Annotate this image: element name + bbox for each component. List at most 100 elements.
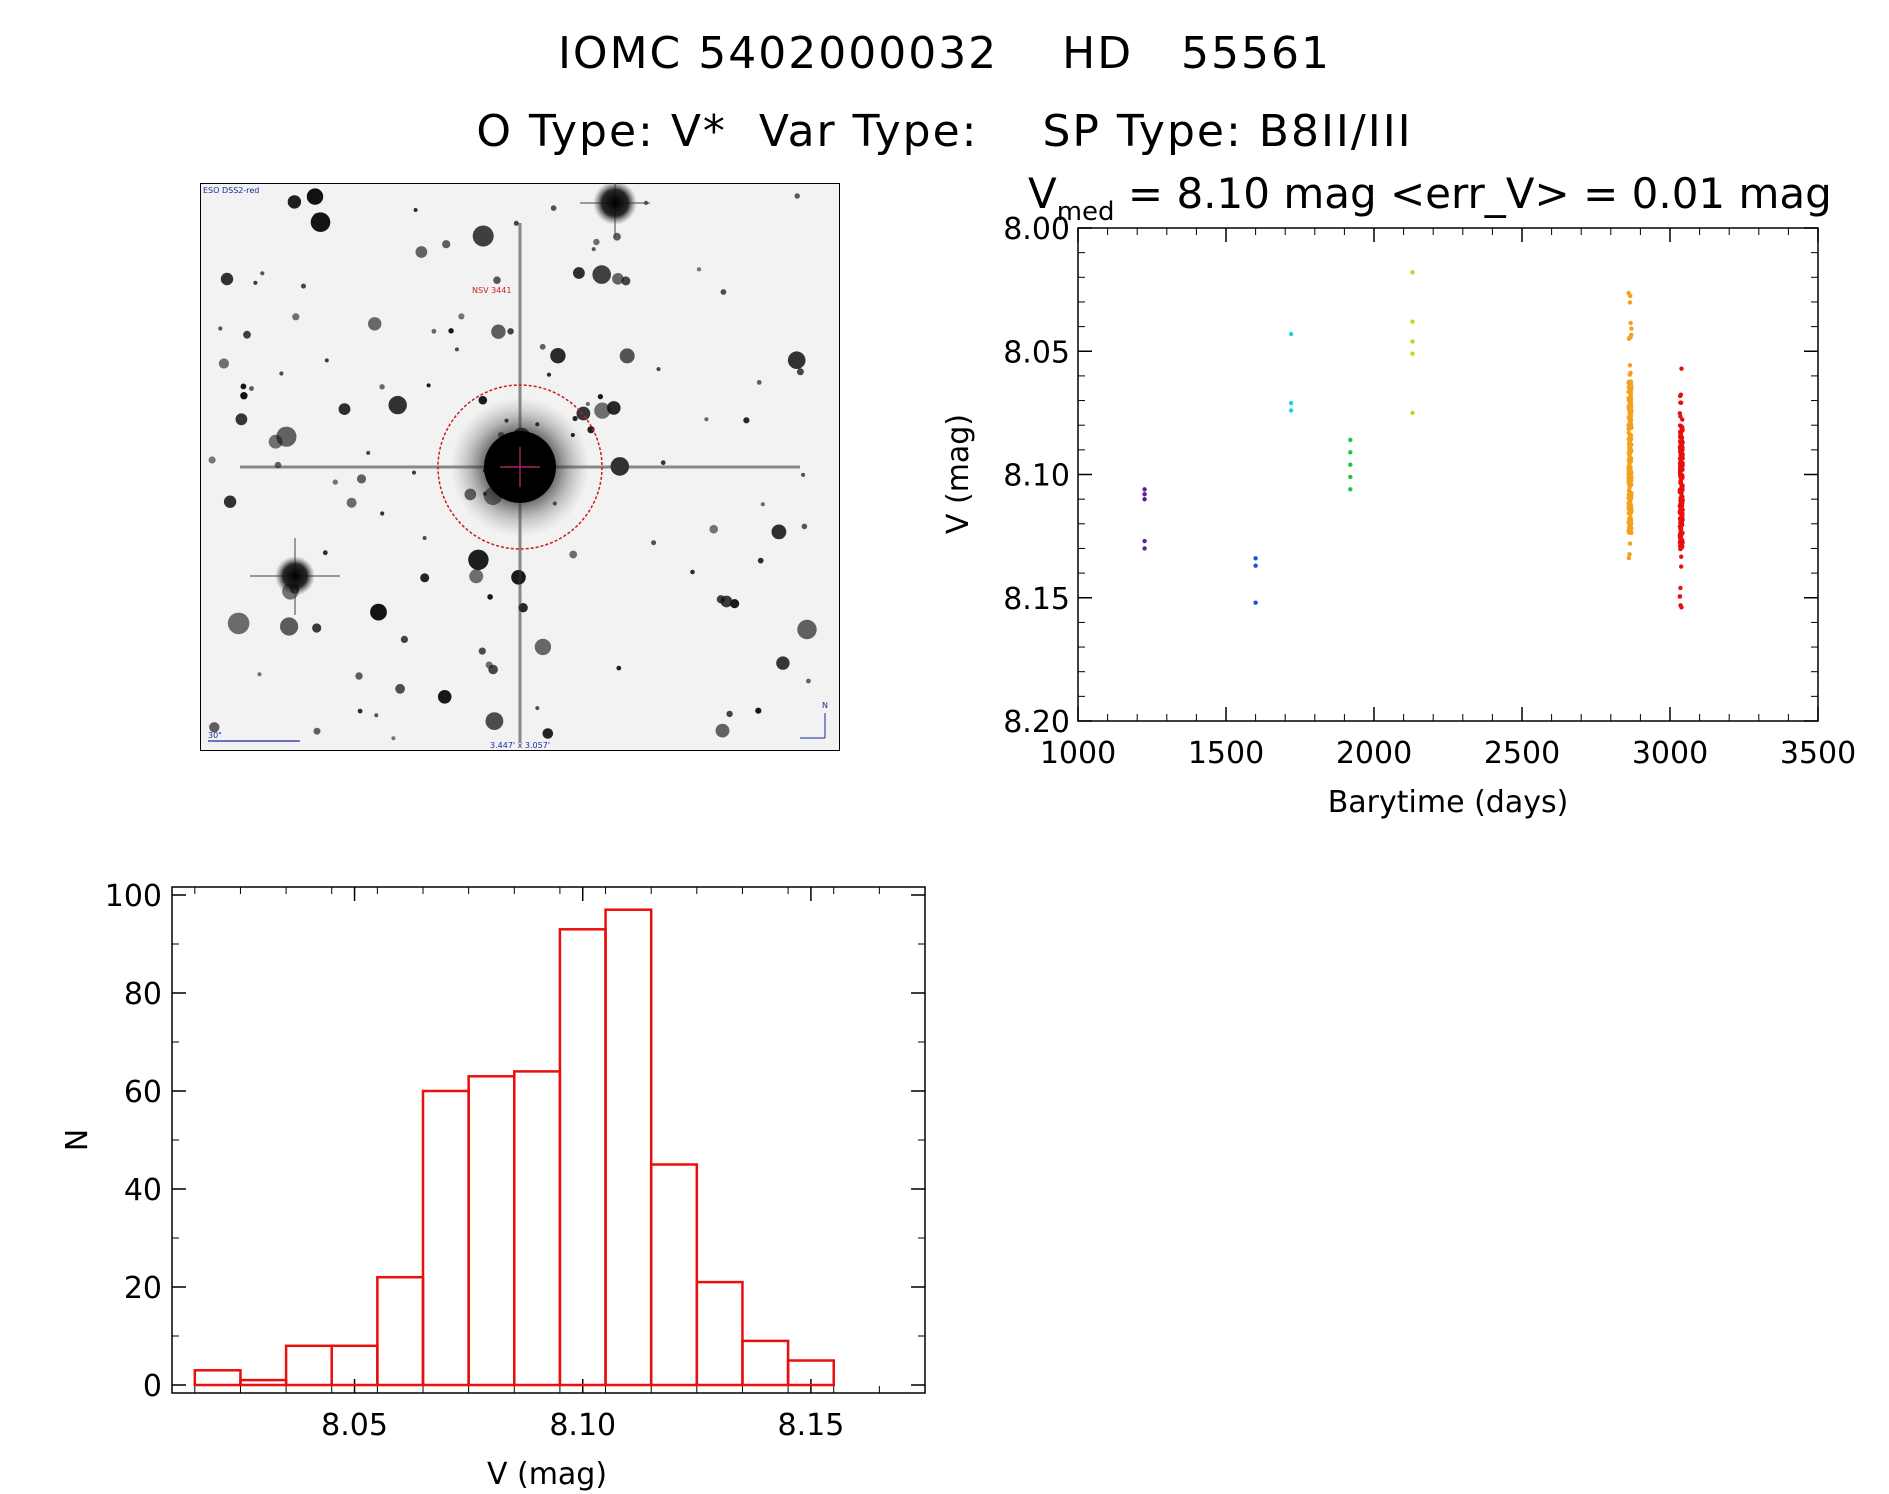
lc-point — [1628, 395, 1633, 401]
lc-point — [1627, 372, 1633, 377]
hist-y-tick-label: 60 — [124, 1075, 162, 1110]
finder-star — [755, 707, 762, 714]
field-size-label: 3.447' x 3.057' — [490, 741, 550, 750]
lc-point — [1142, 538, 1147, 544]
lc-point — [1348, 462, 1353, 467]
hist-x-tick-label: 8.05 — [321, 1408, 388, 1443]
finder-star — [280, 617, 299, 636]
finder-star — [332, 479, 338, 485]
finder-star — [776, 656, 790, 670]
hist-bar — [695, 1280, 744, 1387]
lc-point — [1627, 363, 1633, 368]
finder-star — [279, 371, 284, 376]
finder-star — [507, 328, 514, 335]
finder-star — [535, 706, 540, 711]
lc-point — [1627, 456, 1632, 462]
lc-point — [1679, 424, 1685, 430]
finder-star — [220, 272, 234, 286]
finder-star — [651, 540, 657, 546]
lc-point — [1678, 564, 1684, 569]
finder-star — [787, 351, 806, 369]
lc-point — [1410, 319, 1415, 324]
finder-star — [322, 550, 328, 556]
lc-point — [1626, 336, 1632, 342]
lc-point — [1410, 339, 1415, 344]
lc-y-tick-label: 8.00 — [1003, 212, 1070, 247]
finder-star — [585, 402, 590, 406]
finder-star — [591, 247, 596, 252]
lc-x-tick-label: 2500 — [1484, 736, 1560, 771]
hist-bar — [467, 1075, 516, 1387]
lc-point — [1678, 603, 1683, 608]
finder-star — [796, 368, 804, 376]
lc-point — [1626, 528, 1631, 533]
lc-point — [1626, 492, 1632, 497]
lc-point — [1680, 451, 1685, 457]
finder-star — [472, 225, 494, 247]
lc-x-tick-label: 1000 — [1040, 736, 1116, 771]
finder-star — [437, 690, 452, 704]
lc-x-tick-label: 1500 — [1188, 736, 1264, 771]
lc-point — [1627, 515, 1633, 521]
histogram-chart: 0 20 40 60 80 100 8.05 8.10 8.15 V (mag) N — [57, 879, 926, 1492]
lc-point — [1142, 487, 1147, 492]
lc-point — [1677, 489, 1683, 495]
finder-star — [806, 678, 811, 684]
lc-point — [1410, 270, 1415, 275]
finder-star — [346, 497, 357, 508]
lc-point — [1679, 434, 1684, 440]
lc-point — [1679, 474, 1684, 480]
lc-x-tick-label: 3000 — [1632, 736, 1708, 771]
finder-star — [249, 386, 254, 391]
finder-star — [757, 557, 764, 564]
lc-point — [1253, 556, 1258, 561]
finder-star — [592, 265, 611, 284]
finder-star — [539, 343, 546, 350]
lc-point — [1627, 541, 1633, 546]
hist-ticks: 0 20 40 60 80 100 8.05 8.10 8.15 — [105, 879, 925, 1443]
finder-star — [448, 328, 454, 334]
finder-star — [243, 330, 251, 339]
lc-y-axis-label: V (mag) — [941, 414, 976, 534]
lc-point — [1288, 408, 1294, 413]
finder-star — [420, 573, 430, 583]
finder-star — [413, 208, 418, 212]
finder-star — [797, 619, 817, 640]
lc-point — [1678, 585, 1683, 591]
finder-star — [260, 271, 265, 276]
finder-star — [619, 348, 635, 364]
finder-chart-image: ESO DSS2-red NSV 3441 30" 3.447' x 3.057… — [200, 183, 840, 751]
finder-star — [374, 713, 379, 718]
lc-point — [1679, 537, 1684, 542]
finder-star — [209, 722, 220, 733]
finder-star — [412, 470, 416, 475]
lc-y-tick-label: 8.10 — [1003, 459, 1070, 494]
finder-star — [458, 313, 465, 320]
lc-point — [1253, 600, 1258, 605]
finder-star — [720, 289, 727, 295]
lc-point — [1677, 470, 1683, 475]
finder-star — [593, 238, 600, 246]
finder-star — [771, 524, 787, 540]
finder-star — [468, 549, 489, 570]
lc-y-tick-label: 8.15 — [1003, 582, 1070, 617]
hist-bar — [786, 1359, 835, 1387]
hist-bar — [741, 1339, 790, 1387]
finder-star — [223, 495, 237, 508]
survey-label: ESO DSS2-red — [203, 186, 259, 195]
finder-star — [760, 502, 765, 507]
hist-bar — [284, 1344, 333, 1387]
lc-point — [1142, 492, 1147, 497]
lc-point — [1626, 479, 1631, 485]
lc-point — [1680, 439, 1685, 445]
lc-point — [1348, 474, 1353, 480]
finder-star — [485, 712, 504, 730]
finder-star — [313, 213, 318, 218]
lc-x-tick-label: 3500 — [1780, 736, 1856, 771]
finder-star — [306, 188, 324, 205]
lc-point — [1677, 445, 1683, 450]
finder-star — [801, 472, 806, 477]
finder-star — [478, 647, 486, 655]
finder-star — [268, 434, 283, 449]
